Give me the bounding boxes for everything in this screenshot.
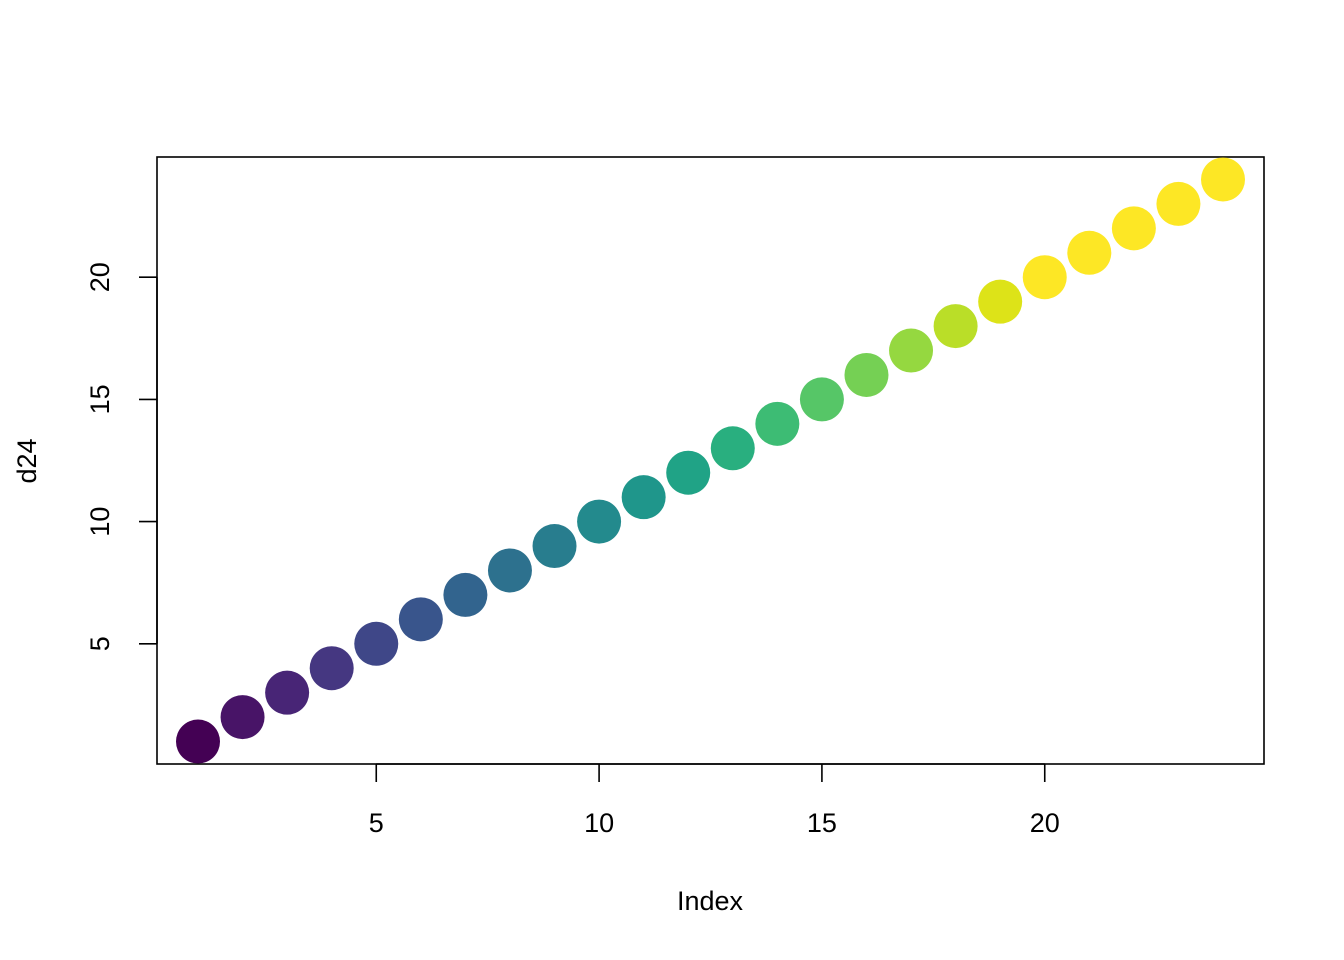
data-point	[1067, 230, 1112, 275]
y-axis-label: d24	[12, 438, 42, 483]
data-point	[532, 524, 577, 569]
data-point	[933, 304, 978, 349]
data-point	[398, 597, 443, 642]
data-point	[621, 475, 666, 520]
data-point	[265, 670, 310, 715]
x-axis-label: Index	[677, 886, 744, 916]
x-tick-label: 15	[807, 808, 837, 838]
y-tick-label: 5	[85, 636, 115, 651]
x-tick-label: 20	[1030, 808, 1060, 838]
y-axis: 5 10 15 20	[85, 262, 158, 651]
data-point	[443, 572, 488, 617]
x-axis: 5 10 15 20	[369, 763, 1060, 838]
data-point	[309, 646, 354, 691]
data-point	[844, 352, 889, 397]
data-point	[978, 279, 1023, 324]
data-point	[799, 377, 844, 422]
data-points	[176, 157, 1245, 764]
data-point	[666, 450, 711, 495]
data-point	[1111, 206, 1156, 251]
data-point	[354, 621, 399, 666]
data-point	[487, 548, 532, 593]
y-tick-label: 20	[85, 262, 115, 292]
data-point	[577, 499, 622, 544]
data-point	[710, 426, 755, 471]
x-tick-label: 10	[584, 808, 614, 838]
y-tick-label: 10	[85, 507, 115, 537]
data-point	[220, 695, 265, 740]
data-point	[755, 401, 800, 446]
data-point	[1156, 181, 1201, 226]
y-tick-label: 15	[85, 384, 115, 414]
x-tick-label: 5	[369, 808, 384, 838]
data-point	[1022, 255, 1067, 300]
data-point	[176, 719, 220, 764]
data-point	[1201, 157, 1245, 202]
data-point	[889, 328, 934, 373]
